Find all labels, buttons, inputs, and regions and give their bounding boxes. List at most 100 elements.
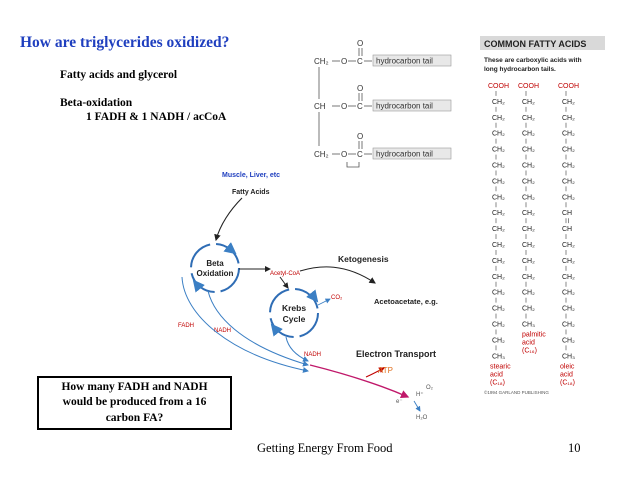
palmitic-group: CH₂ <box>522 147 535 154</box>
palmitic-group: CH₂ <box>522 210 535 217</box>
stearic-group: CH₂ <box>492 163 505 170</box>
o-bottom: O <box>341 150 347 159</box>
ketogenesis-label: Ketogenesis <box>338 254 389 264</box>
palmitic-group: CH₂ <box>522 131 535 138</box>
krebs-label: Krebs <box>282 303 306 313</box>
question-line-1: How many FADH and NADH <box>61 380 208 393</box>
palmitic-group: CH₂ <box>522 258 535 265</box>
oleic-cooh: COOH <box>558 83 579 90</box>
footer-title: Getting Energy From Food <box>257 441 393 455</box>
palmitic-cooh: COOH <box>518 83 539 90</box>
slide-title: How are triglycerides oxidized? <box>20 34 230 51</box>
panel-header-box <box>480 36 605 50</box>
stearic-name: acid <box>490 371 503 378</box>
o-carbonyl-top: O <box>357 39 363 48</box>
stearic-group: CH₂ <box>492 274 505 281</box>
ch2-bottom: CH₂ <box>314 150 329 159</box>
palmitic-group: CH₂ <box>522 99 535 106</box>
oleic-group: CH₂ <box>562 242 575 249</box>
question-line-2: would be produced from a 16 <box>62 396 207 409</box>
tail-bottom: hydrocarbon tail <box>376 150 433 159</box>
stearic-name: stearic <box>490 363 511 370</box>
krebs-cycle <box>269 288 319 338</box>
oleic-group: CH₂ <box>562 322 575 329</box>
stearic-group: CH₂ <box>492 99 505 106</box>
oleic-group: CH₂ <box>562 306 575 313</box>
ch-middle: CH <box>314 102 326 111</box>
palmitic-group: CH₂ <box>522 242 535 249</box>
bullet-fadh-nadh: 1 FADH & 1 NADH / acCoA <box>86 111 227 123</box>
palmitic-name: (C₁₆) <box>522 348 537 355</box>
panel-desc-1: These are carboxylic acids with <box>484 57 582 64</box>
stearic-group: CH₃ <box>492 353 505 360</box>
cycle-label: Cycle <box>283 314 306 324</box>
panel-header: COMMON FATTY ACIDS <box>484 39 586 49</box>
nadh-label: NADH <box>214 328 231 334</box>
co2-label: CO₂ <box>331 295 343 301</box>
stearic-group: CH₂ <box>492 194 505 201</box>
beta-label: Beta <box>206 259 224 268</box>
stearic-group: CH₂ <box>492 242 505 249</box>
oleic-group: CH₂ <box>562 115 575 122</box>
palmitic-name: acid <box>522 340 535 347</box>
c-bottom: C <box>357 150 363 159</box>
palmitic-group: CH₂ <box>522 226 535 233</box>
stearic-group: CH₂ <box>492 306 505 313</box>
palmitic-group: CH₂ <box>522 274 535 281</box>
stearic-group: CH₂ <box>492 210 505 217</box>
question-line-3: carbon FA? <box>105 411 164 424</box>
o2-label: O₂ <box>426 385 434 391</box>
stearic-group: CH₂ <box>492 147 505 154</box>
oleic-group: CH <box>562 226 572 233</box>
stearic-group: CH₂ <box>492 322 505 329</box>
question-box: How many FADH and NADH would be produced… <box>37 376 232 430</box>
oxidation-label: Oxidation <box>197 269 234 278</box>
oleic-group: CH₂ <box>562 147 575 154</box>
palmitic-group: CH₂ <box>522 194 535 201</box>
oleic-name: oleic <box>560 363 575 370</box>
page-number: 10 <box>568 441 581 455</box>
panel-credit: ©1994 GARLAND PUBLISHING <box>484 389 549 395</box>
bullet-beta-oxidation: Beta-oxidation <box>60 97 133 109</box>
stearic-group: CH₂ <box>492 178 505 185</box>
palmitic-group: CH₂ <box>522 163 535 170</box>
oleic-group: CH₂ <box>562 258 575 265</box>
oleic-group: CH₂ <box>562 337 575 344</box>
acetoacetate-label: Acetoacetate, e.g. <box>374 297 438 306</box>
oleic-name: (C₁₈) <box>560 379 575 386</box>
ch2-top: CH₂ <box>314 57 329 66</box>
panel-desc-2: long hydrocarbon tails. <box>484 66 556 73</box>
palmitic-group: CH₂ <box>522 178 535 185</box>
palmitic-group: CH₂ <box>522 115 535 122</box>
palmitic-group: CH₂ <box>522 290 535 297</box>
nadh-krebs-label: NADH <box>304 352 321 358</box>
o-carbonyl-middle: O <box>357 84 363 93</box>
o-middle: O <box>341 102 347 111</box>
beta-oxidation-cycle <box>190 243 240 293</box>
palmitic-group: CH₃ <box>522 322 535 329</box>
fadh-label: FADH <box>178 323 194 329</box>
palmitic-name: palmitic <box>522 332 546 339</box>
oleic-group: CH₂ <box>562 194 575 201</box>
fatty-acid-chains: COOH CH₂ CH₂ CH₂ CH₂ CH₂ CH₂ CH₂ CH₂ CH₂ CH₂ CH₂ CH₂… <box>488 83 579 386</box>
oleic-group: CH₂ <box>562 178 575 185</box>
oleic-group: CH₂ <box>562 163 575 170</box>
oleic-group: CH <box>562 210 572 217</box>
triglyceride-diagram: CH₂ O C O hydrocarbon tail CH O C O hydr… <box>314 39 452 168</box>
tissue-label: Muscle, Liver, etc <box>222 172 280 179</box>
common-fatty-acids-panel: COMMON FATTY ACIDS These are carboxylic … <box>480 36 605 395</box>
c-middle: C <box>357 102 363 111</box>
oleic-group: CH₃ <box>562 353 575 360</box>
stearic-cooh: COOH <box>488 83 509 90</box>
stearic-group: CH₂ <box>492 226 505 233</box>
stearic-group: CH₂ <box>492 131 505 138</box>
tail-middle: hydrocarbon tail <box>376 102 433 111</box>
atp-label: ATP <box>378 366 393 375</box>
palmitic-group: CH₂ <box>522 306 535 313</box>
stearic-group: CH₂ <box>492 337 505 344</box>
stearic-group: CH₂ <box>492 290 505 297</box>
oleic-group: CH₂ <box>562 99 575 106</box>
oleic-group: CH₂ <box>562 290 575 297</box>
c-top: C <box>357 57 363 66</box>
electron-transport-label: Electron Transport <box>356 349 436 359</box>
